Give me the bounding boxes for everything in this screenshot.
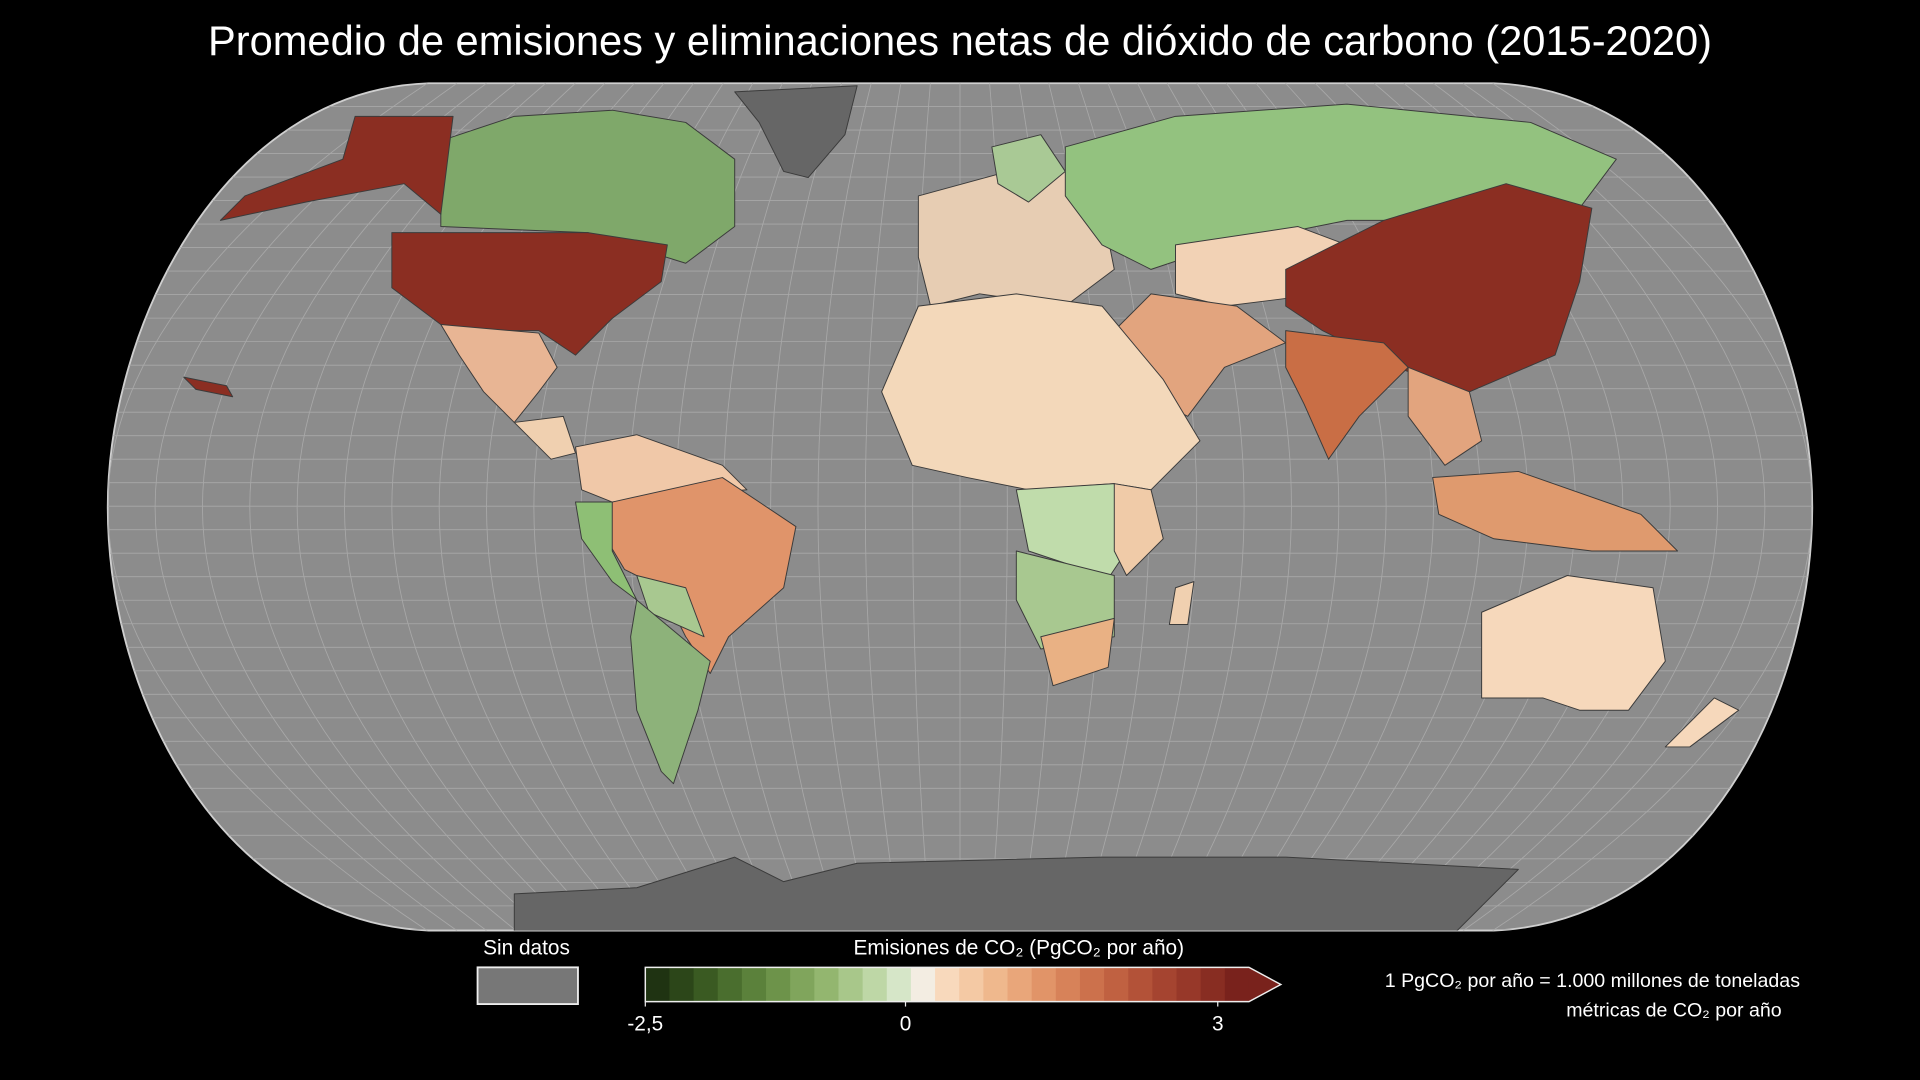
country — [1432, 470, 1679, 552]
country — [1113, 483, 1164, 576]
colorbar-outline — [644, 966, 1283, 1003]
colorbar-segment — [1200, 967, 1226, 1002]
country — [1040, 617, 1115, 687]
colorbar-segment — [838, 967, 864, 1002]
colorbar-segment — [886, 967, 912, 1002]
country — [605, 477, 797, 674]
colorbar-segment — [959, 967, 984, 1002]
country — [1481, 575, 1666, 711]
note-line: métricas de CO₂ por año — [1566, 1000, 1782, 1022]
colorbar-segment — [910, 967, 936, 1002]
colorbar-segment — [1128, 967, 1154, 1002]
country — [630, 599, 711, 785]
title: Promedio de emisiones y eliminaciones ne… — [208, 17, 1712, 64]
colorbar-segment — [1007, 967, 1033, 1002]
country — [1168, 581, 1195, 625]
colorbar-segment — [790, 967, 815, 1002]
colorbar-tick-label: -2,5 — [627, 1012, 663, 1035]
country — [636, 575, 705, 638]
no-data-swatch — [476, 966, 579, 1006]
colorbar-tick-label: 3 — [1212, 1012, 1224, 1035]
meridian — [864, 83, 902, 931]
colorbar-segment — [741, 967, 767, 1002]
country — [991, 134, 1066, 203]
country — [513, 415, 576, 460]
colorbar-segment — [1055, 967, 1081, 1002]
meridian — [154, 83, 458, 931]
colorbar-segment — [1176, 967, 1202, 1002]
country — [440, 324, 558, 423]
country — [391, 232, 668, 356]
country — [734, 85, 858, 179]
colorbar-segment — [814, 967, 840, 1002]
note-line: 1 PgCO₂ por año = 1.000 millones de tone… — [1385, 970, 1800, 992]
colorbar-segment — [862, 967, 888, 1002]
meridian — [1492, 83, 1813, 931]
colorbar-segment — [935, 967, 960, 1002]
country — [1407, 366, 1483, 466]
colorbar-segment — [1079, 967, 1105, 1002]
colorbar-segment — [1104, 967, 1129, 1002]
colorbar-segment — [1031, 967, 1057, 1002]
countries — [183, 85, 1740, 931]
colorbar-segment — [1152, 967, 1178, 1002]
colorbar-tick-label: 0 — [900, 1012, 912, 1035]
country — [440, 109, 736, 264]
colorbar-segment — [983, 967, 1009, 1002]
meridian — [817, 83, 872, 931]
colorbar-title: Emisiones de CO₂ (PgCO₂ por año) — [854, 936, 1185, 959]
meridian — [249, 83, 517, 931]
country — [183, 376, 234, 398]
antarctica — [513, 856, 1519, 931]
colorbar-segment — [645, 967, 671, 1002]
country — [1285, 330, 1409, 460]
meridian — [1462, 83, 1766, 931]
colorbar: -2,5 0 3 — [627, 966, 1283, 1035]
no-data-label: Sin datos — [483, 936, 570, 959]
country — [219, 115, 454, 221]
colorbar-extend — [1248, 967, 1281, 1002]
country — [1664, 697, 1740, 748]
meridian — [202, 83, 487, 931]
colorbar-segment — [1224, 967, 1250, 1002]
meridian — [770, 83, 843, 931]
meridian — [296, 83, 546, 931]
colorbar-segment — [669, 967, 695, 1002]
colorbar-segment — [766, 967, 791, 1002]
colorbar-segment — [693, 967, 719, 1002]
colorbar-segment — [717, 967, 743, 1002]
